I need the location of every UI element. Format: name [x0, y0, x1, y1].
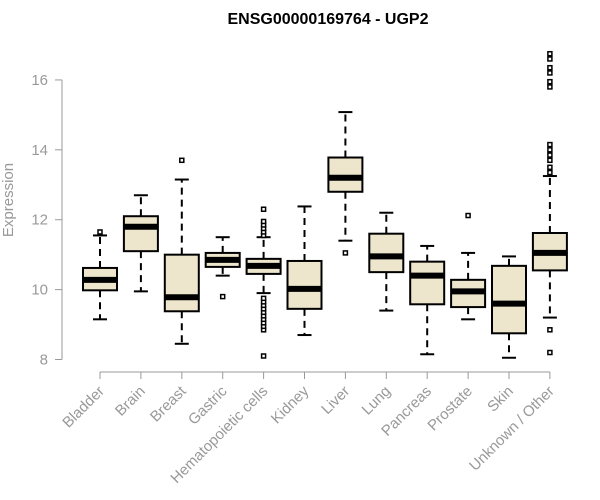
y-tick-label: 14 — [31, 142, 48, 159]
box-group — [491, 255, 527, 359]
x-tick-label: Lung — [359, 383, 395, 419]
box-group — [531, 50, 568, 356]
outlier-point — [179, 157, 185, 164]
outlier-point — [547, 141, 553, 148]
box-iqr — [327, 156, 364, 193]
x-tick-label: Kidney — [268, 382, 313, 427]
outlier-point — [260, 295, 267, 302]
x-tick-label: Skin — [484, 383, 517, 416]
box-iqr — [286, 259, 323, 310]
y-axis: 8 10 12 14 16 — [31, 72, 63, 369]
outlier-point — [260, 218, 267, 225]
box-iqr — [163, 253, 200, 313]
outlier-point — [547, 50, 553, 57]
outlier-point — [260, 353, 267, 359]
y-tick-label: 12 — [31, 212, 48, 229]
y-tick-label: 8 — [40, 352, 48, 369]
x-tick-label: Brain — [112, 383, 149, 420]
box-series — [82, 50, 568, 359]
outlier-point — [547, 78, 553, 85]
x-tick-label: Prostate — [424, 383, 476, 435]
box-group — [368, 211, 405, 312]
box-group — [163, 157, 200, 345]
outlier-point — [547, 147, 553, 153]
outlier-point — [547, 327, 553, 333]
outlier-point — [342, 250, 349, 256]
box-group — [327, 111, 364, 256]
box-group — [204, 236, 241, 300]
box-group — [409, 244, 446, 356]
box-group — [245, 206, 282, 359]
x-tick-label: Liver — [318, 383, 353, 418]
box-group — [122, 194, 159, 293]
y-tick-label: 10 — [31, 282, 48, 299]
box-group — [286, 205, 323, 337]
outlier-point — [465, 212, 471, 219]
x-tick-label: Breast — [147, 382, 190, 425]
outlier-point — [547, 157, 553, 164]
box-iqr — [409, 260, 446, 306]
outlier-point — [547, 84, 553, 90]
outlier-point — [547, 349, 553, 356]
outlier-point — [219, 293, 226, 300]
box-iqr — [368, 232, 405, 274]
outlier-point — [547, 70, 553, 76]
box-iqr — [491, 264, 527, 335]
outlier-point — [547, 56, 553, 62]
outlier-point — [547, 64, 553, 71]
y-axis-label: Expression — [0, 163, 17, 237]
outlier-point — [97, 229, 103, 235]
outlier-point — [547, 152, 553, 158]
y-tick-label: 16 — [31, 72, 48, 89]
outlier-point — [547, 164, 553, 171]
outlier-point — [547, 169, 553, 176]
box-group — [450, 212, 487, 321]
box-group — [82, 229, 118, 321]
outlier-point — [260, 206, 267, 212]
x-tick-label: Bladder — [59, 383, 108, 432]
box-iqr — [122, 215, 159, 253]
chart-title: ENSG00000169764 - UGP2 — [227, 11, 428, 28]
